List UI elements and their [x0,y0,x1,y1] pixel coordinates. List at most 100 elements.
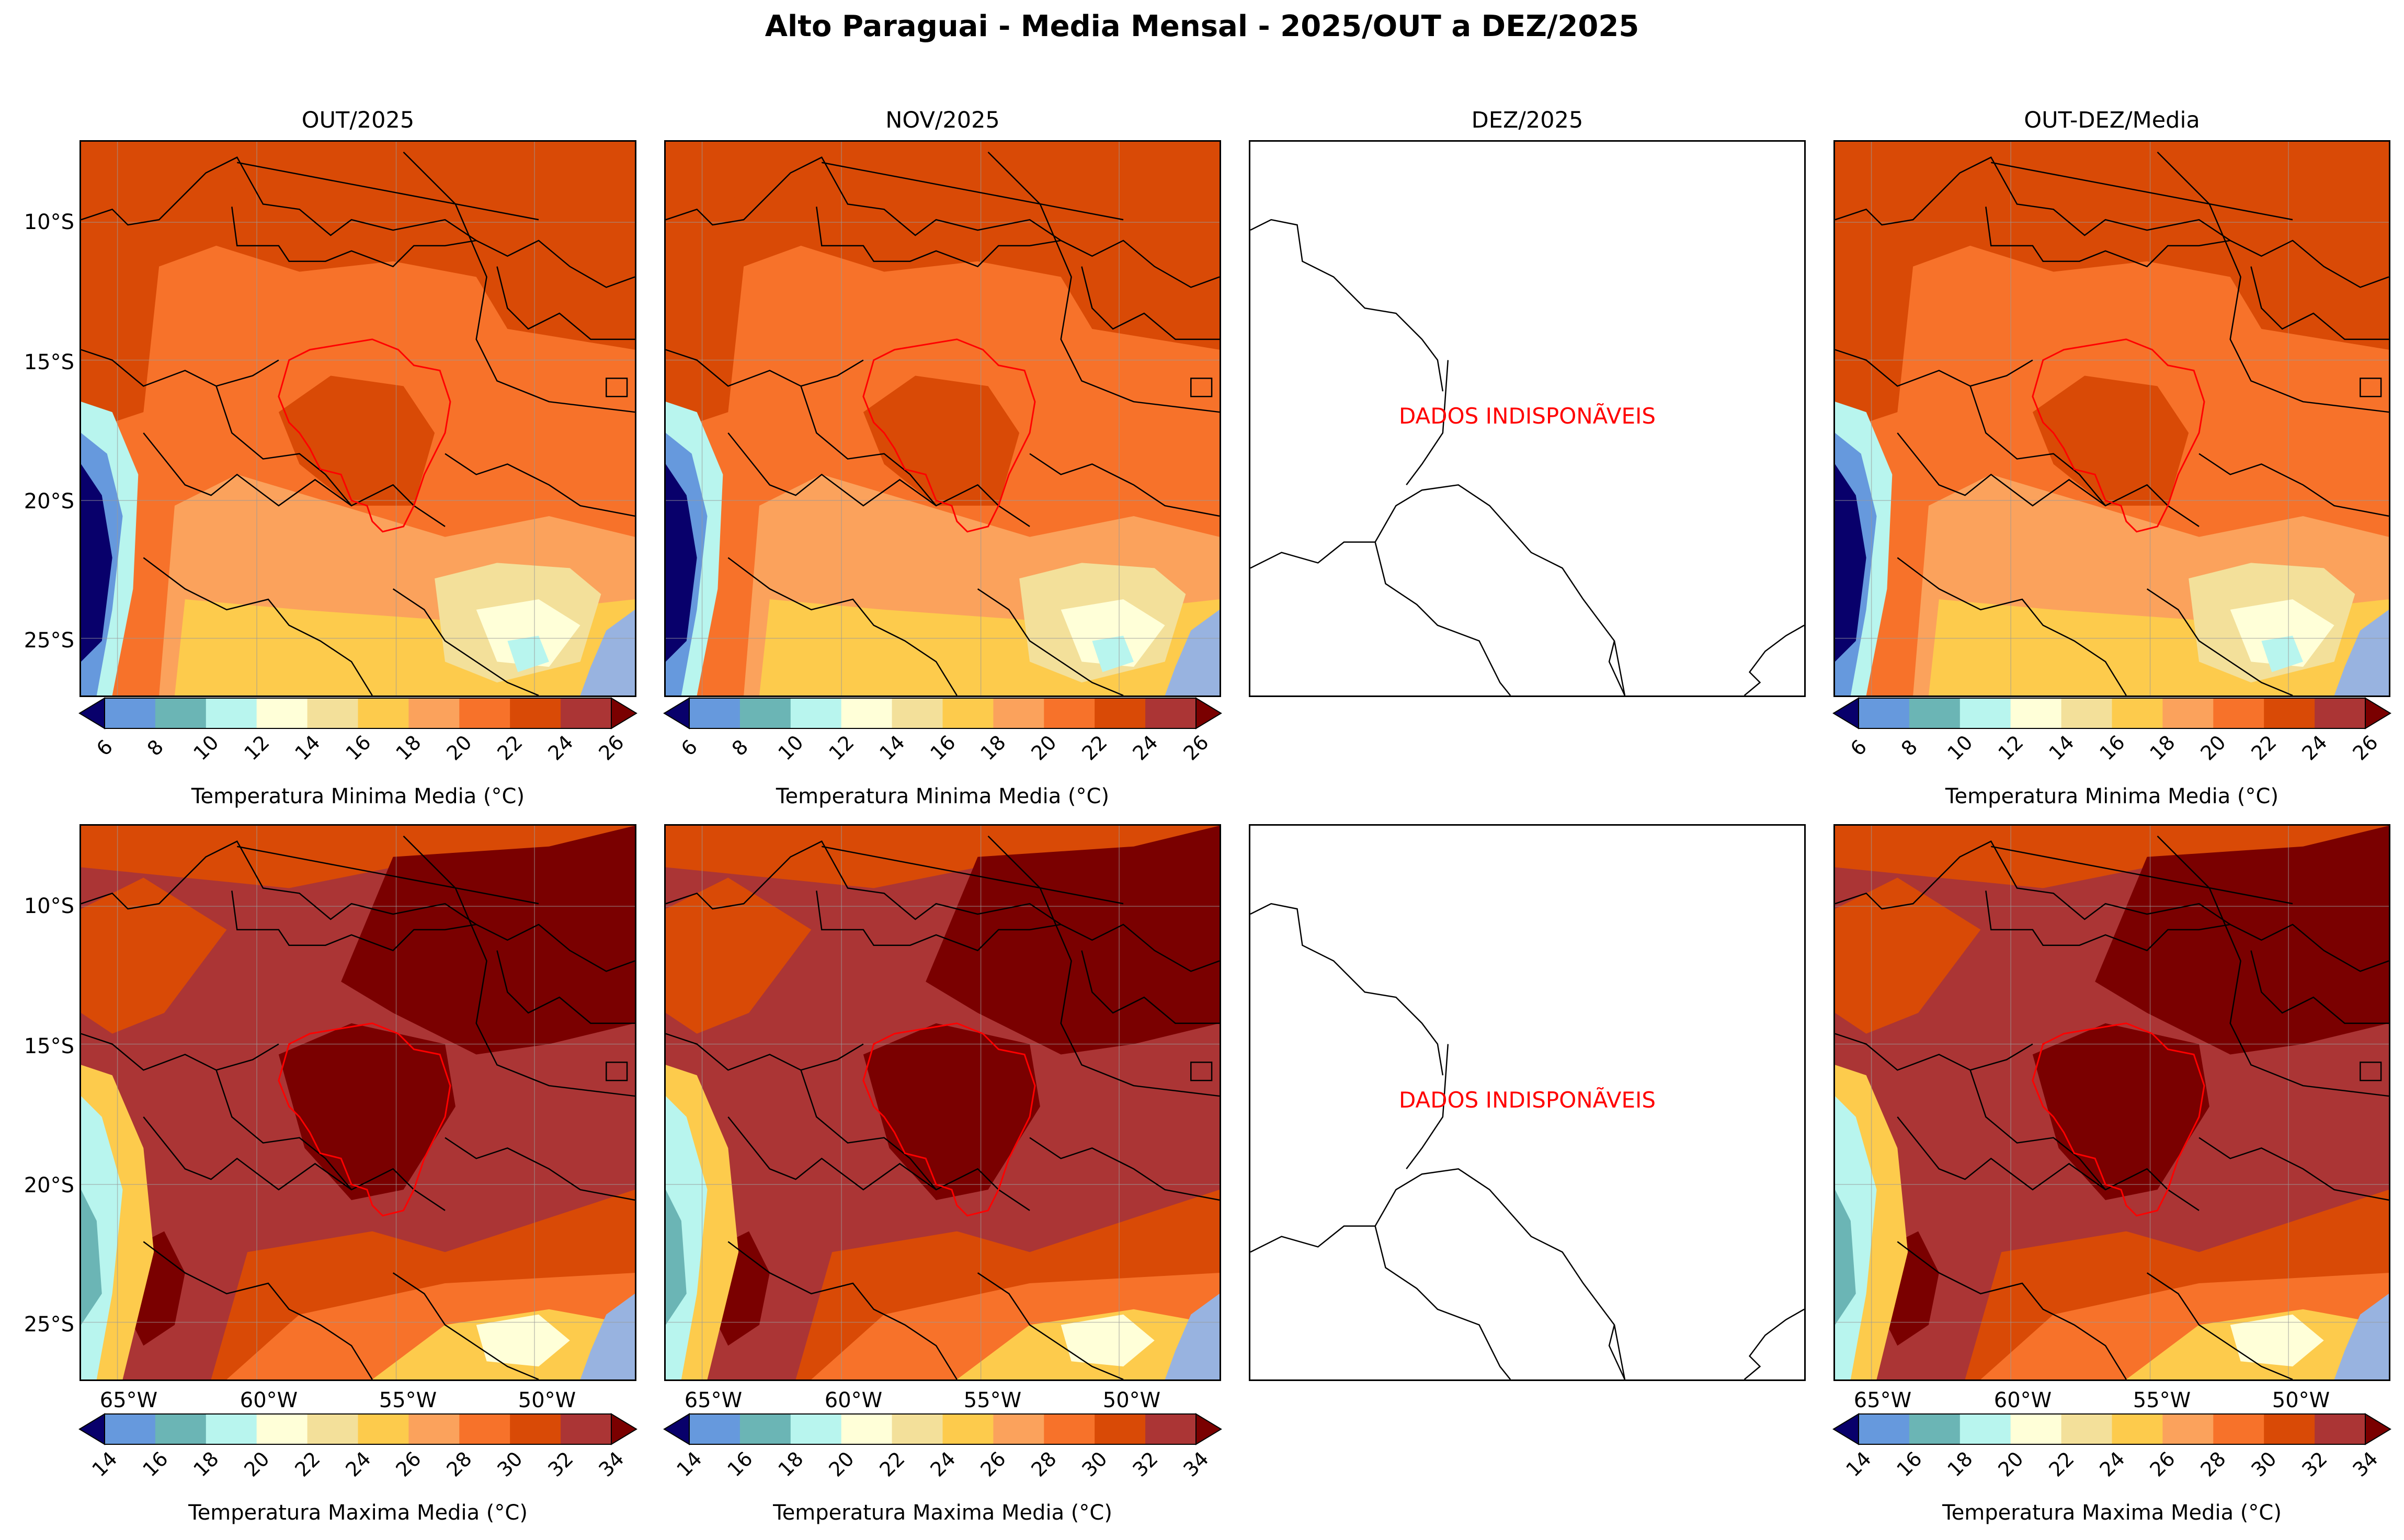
colorbar-ticks: 6 8 10 12 14 16 18 20 22 24 26 [79,731,636,768]
colorbar-label: Temperatura Maxima Media (°C) [773,1501,1112,1525]
map-tmax-mean [1833,824,2390,1381]
lat-label: 25°S [24,1313,74,1337]
colorbar-tick-label: 24 [2297,731,2332,765]
colorbar-tick-label: 26 [2145,1447,2180,1481]
colorbar-tick-label: 26 [976,1447,1011,1481]
colorbar-ticks: 14 16 18 20 22 24 26 28 30 32 34 [79,1447,636,1484]
colorbar-tick-label: 18 [189,1447,223,1481]
colorbar-tick-label: 14 [87,1447,122,1481]
colorbar-tick-label: 18 [391,731,426,765]
colorbar-ticks: 14 16 18 20 22 24 26 28 30 32 34 [664,1447,1221,1484]
colorbar-tick-label: 28 [442,1447,476,1481]
map-canvas [1835,826,2389,1379]
colorbar-tick-label: 10 [1943,731,1977,765]
colorbar-tick-label: 14 [672,1447,707,1481]
colorbar-tick-label: 28 [1027,1447,1061,1481]
colorbar-tick-label: 8 [727,735,753,761]
colorbar-tick-label: 24 [925,1447,960,1481]
colorbar-tick-label: 16 [1892,1447,1927,1481]
colorbar-tick-label: 12 [1993,731,2028,765]
colorbar-tick-label: 18 [1943,1447,1977,1481]
colorbar-tick-label: 26 [1179,731,1213,765]
colorbar-tick-label: 8 [1896,735,1922,761]
lon-label: 55°W [2133,1388,2191,1412]
colorbar-canvas [78,1413,637,1445]
lon-label: 50°W [518,1388,576,1412]
colorbar-tick-label: 20 [1027,731,1061,765]
colorbar-tick-label: 20 [824,1447,859,1481]
panel-title-dec: DEZ/2025 [1471,107,1583,133]
colorbar-tick-label: 14 [2044,731,2079,765]
colorbar-ticks: 6 8 10 12 14 16 18 20 22 24 26 [1833,731,2390,768]
no-data-message: DADOS INDISPONÃVEIS [1398,1087,1656,1113]
colorbar-tick-label: 24 [2094,1447,2129,1481]
colorbar-tick-label: 30 [1077,1447,1112,1481]
colorbar-tick-label: 20 [1993,1447,2028,1481]
lon-label: 65°W [1853,1388,1912,1412]
colorbar-tick-label: 30 [2247,1447,2281,1481]
colorbar-tmax [663,1413,1222,1445]
colorbar-tick-label: 18 [2145,731,2180,765]
lon-label: 60°W [240,1388,298,1412]
colorbar-tick-label: 16 [723,1447,757,1481]
lon-label: 65°W [684,1388,743,1412]
colorbar-tick-label: 26 [594,731,629,765]
panel-title-oct: OUT/2025 [301,107,415,133]
colorbar-tick-label: 28 [2196,1447,2230,1481]
colorbar-tick-label: 24 [543,731,578,765]
colorbar-label: Temperatura Minima Media (°C) [776,784,1110,808]
colorbar-tick-label: 12 [240,731,274,765]
map-canvas [1250,903,1804,1379]
colorbar-tick-label: 22 [290,1447,325,1481]
colorbar-tick-label: 26 [2348,731,2383,765]
lat-label: 20°S [24,1173,74,1197]
panel-title-mean: OUT-DEZ/Media [2024,107,2200,133]
map-tmax-nov [664,824,1221,1381]
colorbar-tmax [78,1413,637,1445]
colorbar-tick-label: 24 [1128,731,1163,765]
colorbar-tick-label: 18 [976,731,1011,765]
colorbar-tick-label: 8 [142,735,168,761]
map-tmin-oct [79,140,636,697]
colorbar-tick-label: 32 [1128,1447,1163,1481]
colorbar-ticks: 14 16 18 20 22 24 26 28 30 32 34 [1833,1447,2390,1484]
colorbar-tick-label: 20 [240,1447,274,1481]
lon-label: 55°W [963,1388,1022,1412]
colorbar-tick-label: 10 [773,731,808,765]
lat-label: 10°S [24,210,74,234]
map-canvas [81,826,635,1379]
lat-label: 10°S [24,894,74,918]
lon-label: 55°W [379,1388,437,1412]
colorbar-canvas [78,697,637,729]
colorbar-tick-label: 16 [138,1447,173,1481]
lat-label: 20°S [24,489,74,514]
colorbar-canvas [663,697,1222,729]
map-tmin-nov [664,140,1221,697]
panel-title-nov: NOV/2025 [885,107,1000,133]
no-data-message: DADOS INDISPONÃVEIS [1398,403,1656,429]
colorbar-tick-label: 12 [824,731,859,765]
lon-label: 65°W [99,1388,158,1412]
colorbar-tick-label: 14 [290,731,325,765]
colorbar-canvas [1832,1413,2391,1445]
colorbar-canvas [663,1413,1222,1445]
colorbar-canvas [1832,697,2391,729]
colorbar-tick-label: 30 [493,1447,527,1481]
colorbar-tmax [1832,1413,2391,1445]
map-tmax-oct [79,824,636,1381]
lat-label: 25°S [24,629,74,653]
colorbar-ticks: 6 8 10 12 14 16 18 20 22 24 26 [664,731,1221,768]
colorbar-tick-label: 24 [340,1447,375,1481]
map-canvas [666,142,1220,695]
colorbar-tmin [78,697,637,729]
colorbar-tick-label: 10 [189,731,223,765]
map-canvas [1835,142,2389,695]
lat-label: 15°S [24,350,74,374]
colorbar-tick-label: 22 [874,1447,909,1481]
colorbar-tmin [1832,697,2391,729]
lon-label: 60°W [1993,1388,2052,1412]
colorbar-tick-label: 18 [773,1447,808,1481]
colorbar-tick-label: 26 [391,1447,426,1481]
map-tmin-mean [1833,140,2390,697]
colorbar-tmin [663,697,1222,729]
